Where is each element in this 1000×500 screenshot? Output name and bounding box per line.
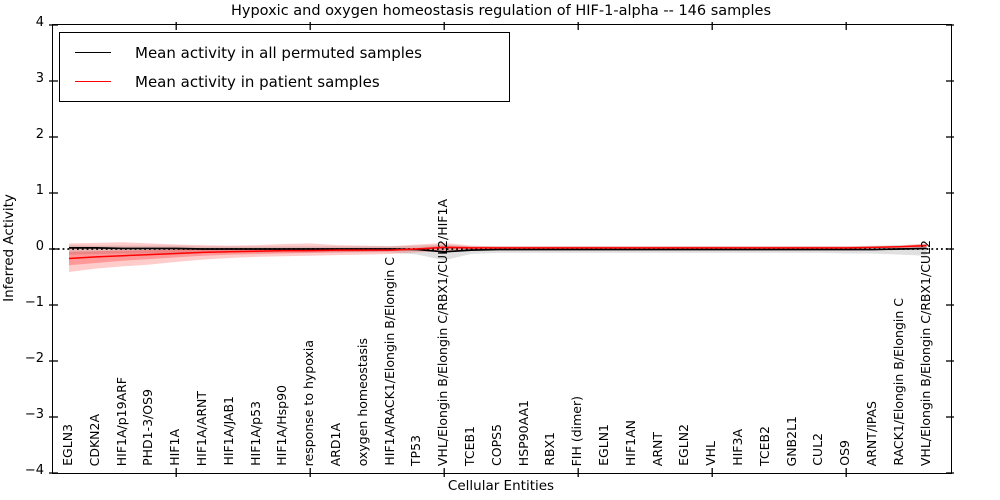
x-tick-label: HIF1A/p19ARF [113,376,129,466]
permuted-line-sample [75,52,111,53]
y-tick-label: −3 [24,407,44,422]
x-tick-label: ARNT [649,431,665,466]
x-tick-label: oxygen homeostasis [354,337,370,466]
x-tick-label: HIF1A/RACK1/Elongin B/Elongin C [381,257,397,466]
x-tick-label: TCEB1 [462,425,477,466]
plot-area: Mean activity in all permuted samples Me… [49,22,954,477]
x-tick-label: HIF1A/ARNT [194,390,209,466]
x-tick-label: EGLN2 [676,424,692,466]
chart-title: Hypoxic and oxygen homeostasis regulatio… [230,3,772,19]
x-tick-label: TCEB2 [756,425,772,466]
x-tick-label: ARD1A [328,422,343,466]
x-tick-label: HIF1A [167,429,183,466]
x-tick-label: ARNT/IPAS [864,400,879,466]
legend: Mean activity in all permuted samples Me… [59,32,510,102]
x-tick-label: VHL/Elongin B/Elongin C/RBX1/CUL2 [917,239,933,466]
x-tick-label: GNB2L1 [783,415,799,466]
x-tick-label: RACK1/Elongin B/Elongin C [890,298,906,466]
patient-line-sample [75,81,111,82]
x-tick-label: CDKN2A [86,413,102,466]
x-tick-label: EGLN3 [60,424,75,466]
x-tick-label: HSP90AA1 [515,399,531,466]
legend-item-permuted: Mean activity in all permuted samples [60,38,509,67]
x-tick-label: FIH (dimer) [569,395,585,466]
legend-label: Mean activity in patient samples [135,72,380,91]
x-tick-label: EGLN1 [596,424,611,466]
x-tick-label: HIF1A/JAB1 [220,396,236,466]
y-tick-label: −1 [24,295,44,310]
legend-label: Mean activity in all permuted samples [135,43,422,62]
y-tick-label: 0 [35,239,44,254]
x-tick-label: VHL [703,441,719,466]
x-tick-label: TP53 [408,434,424,466]
x-tick-label: OS9 [837,440,853,466]
legend-item-patient: Mean activity in patient samples [60,67,509,96]
chart-canvas [49,22,954,477]
x-tick-label: response to hypoxia [301,339,317,466]
x-axis-label: Cellular Entities [447,478,555,494]
y-tick-label: −2 [24,351,44,366]
x-tick-label: HIF3A [730,429,745,466]
y-tick-label: 1 [35,183,44,198]
x-tick-label: CUL2 [810,433,826,466]
x-tick-label: COPS5 [488,424,504,466]
x-tick-label: HIF1A/Hsp90 [274,385,290,466]
y-tick-label: 4 [35,15,44,30]
x-tick-label: HIF1A/p53 [247,401,263,466]
x-tick-label: HIF1AN [622,419,638,466]
y-tick-label: 3 [35,71,44,86]
x-tick-label: PHD1-3/OS9 [140,389,156,466]
x-tick-label: VHL/Elongin B/Elongin C/RBX1/CUL2/HIF1A [435,198,451,466]
y-tick-label: −4 [24,463,44,478]
y-tick-label: 2 [35,127,44,142]
x-tick-label: RBX1 [542,432,558,466]
